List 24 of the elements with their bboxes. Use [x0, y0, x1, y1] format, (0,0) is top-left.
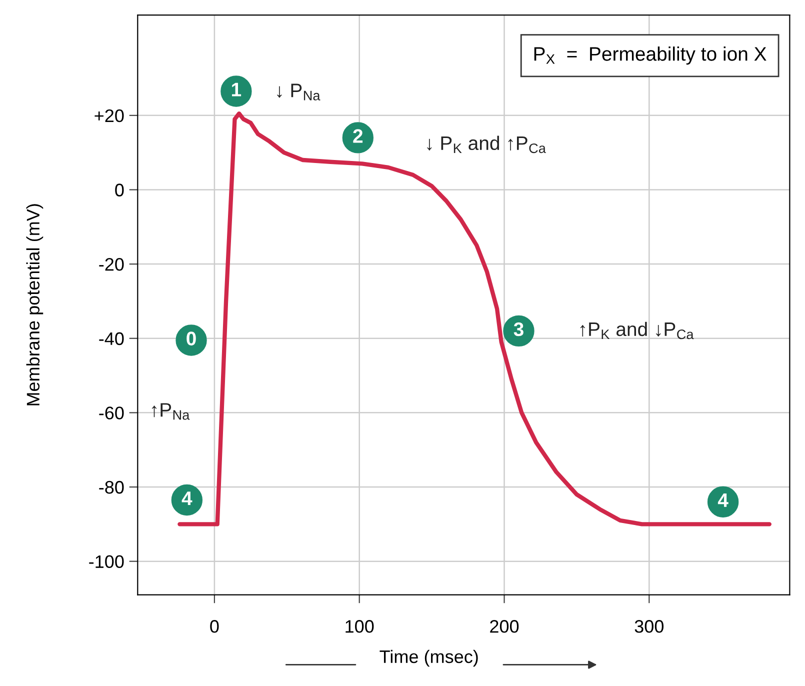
annotation: 4	[718, 494, 728, 507]
annotation: 3	[514, 322, 524, 336]
annotation: ↓ P$_{Na}$	[277, 84, 320, 100]
y-tick-label: -40	[99, 332, 124, 346]
annotation: ↓ P$_{K}$ and ↑P$_{Ca}$	[427, 136, 546, 154]
annotation: 0	[186, 332, 196, 346]
y-axis-title: Membrane potential (mV)	[26, 204, 44, 406]
annotation: 2	[353, 129, 363, 143]
y-tick-label: -100	[89, 555, 124, 568]
annotation: ↑P$_{K}$ and ↓P$_{Ca}$	[580, 322, 694, 340]
y-tick-label: 0	[115, 184, 124, 196]
annotation: P$_{X}$ = Permeability to ion X	[534, 46, 766, 65]
y-tick-label: -60	[99, 406, 124, 420]
x-tick-label: 0	[210, 620, 219, 633]
y-tick-label: -20	[99, 258, 124, 271]
x-tick-label: 300	[634, 620, 664, 633]
annotation: ↑P$_{Na}$	[152, 403, 190, 420]
y-tick-label: -80	[99, 480, 124, 494]
x-tick-label: 200	[490, 620, 519, 633]
annotation: 4	[182, 492, 192, 506]
x-axis-title: Time (msec)	[380, 650, 478, 667]
x-tick-label: 100	[346, 620, 374, 633]
y-tick-label: +20	[94, 109, 124, 122]
annotation: 1	[232, 82, 242, 96]
